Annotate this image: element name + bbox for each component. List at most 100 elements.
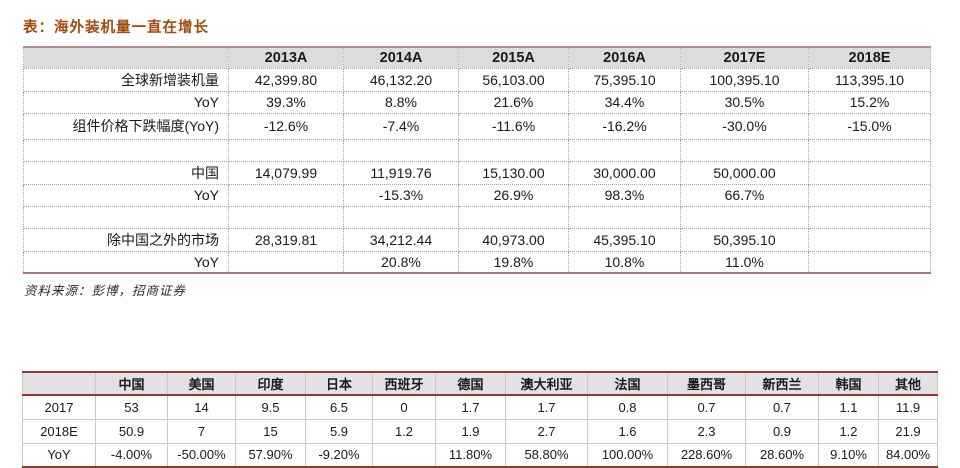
table-cell: 11.0% bbox=[680, 250, 809, 274]
table-cell: -15.3% bbox=[343, 183, 459, 207]
table-cell: -4.00% bbox=[95, 442, 168, 468]
table-cell bbox=[808, 227, 931, 252]
table-cell: 56,103.00 bbox=[458, 67, 569, 92]
table-cell: 11.80% bbox=[435, 442, 506, 468]
table-cell bbox=[808, 160, 931, 185]
row-label: 组件价格下跌幅度(YoY) bbox=[23, 112, 229, 140]
table-cell: -30.0% bbox=[680, 112, 809, 140]
row-label: 全球新增装机量 bbox=[23, 67, 229, 92]
table-cell: 1.9 bbox=[435, 418, 506, 444]
column-header: 2014A bbox=[343, 46, 459, 69]
row-label: 中国 bbox=[23, 160, 229, 185]
table-cell: 28,319.81 bbox=[228, 227, 344, 252]
column-header: 美国 bbox=[167, 371, 236, 396]
table-cell: 46,132.20 bbox=[343, 67, 459, 92]
table-cell: 7 bbox=[167, 418, 236, 444]
table-cell: 8.8% bbox=[343, 90, 459, 114]
table-cell: 15 bbox=[235, 418, 306, 444]
table-cell: 0.7 bbox=[745, 394, 819, 420]
table-cell: -15.0% bbox=[808, 112, 931, 140]
table-cell: 42,399.80 bbox=[228, 67, 344, 92]
table-cell: 6.5 bbox=[305, 394, 373, 420]
table-cell: -9.20% bbox=[305, 442, 373, 468]
table-cell bbox=[808, 250, 931, 274]
table-cell: 57.90% bbox=[235, 442, 306, 468]
table-cell: 84.00% bbox=[878, 442, 938, 468]
table-cell: 39.3% bbox=[228, 90, 344, 114]
table-row bbox=[23, 138, 931, 162]
table-row: 全球新增装机量 42,399.80 46,132.20 56,103.00 75,395… bbox=[23, 67, 931, 92]
column-header: 2017E bbox=[680, 46, 809, 69]
table-cell: 2.3 bbox=[667, 418, 746, 444]
table-cell: -50.00% bbox=[167, 442, 236, 468]
table-cell bbox=[228, 205, 344, 229]
table-cell bbox=[680, 205, 809, 229]
table-cell bbox=[343, 138, 459, 162]
table-cell: 98.3% bbox=[568, 183, 681, 207]
table-cell bbox=[228, 138, 344, 162]
table-cell bbox=[808, 183, 931, 207]
table-cell: 40,973.00 bbox=[458, 227, 569, 252]
table-cell: 0.7 bbox=[667, 394, 746, 420]
table-row bbox=[23, 205, 931, 229]
table-cell bbox=[228, 183, 344, 207]
table-cell: 100.00% bbox=[587, 442, 668, 468]
table-cell: 66.7% bbox=[680, 183, 809, 207]
table-cell: 11,919.76 bbox=[343, 160, 459, 185]
table-cell: 75,395.10 bbox=[568, 67, 681, 92]
table-cell bbox=[343, 205, 459, 229]
table-row: YoY 39.3% 8.8% 21.6% 34.4% 30.5% 15.2% bbox=[23, 90, 931, 114]
column-header: 其他 bbox=[878, 371, 938, 396]
row-label: 除中国之外的市场 bbox=[23, 227, 229, 252]
table-cell: 50,395.10 bbox=[680, 227, 809, 252]
table-cell: 45,395.10 bbox=[568, 227, 681, 252]
table-cell bbox=[808, 205, 931, 229]
row-label bbox=[23, 205, 229, 229]
table-row: YoY 20.8% 19.8% 10.8% 11.0% bbox=[23, 250, 931, 274]
overseas-installations-table: 2013A 2014A 2015A 2016A 2017E 2018E 全球新增装机量 42,… bbox=[23, 46, 931, 274]
table-cell: 14 bbox=[167, 394, 236, 420]
table-row: 2018E 50.9 7 15 5.9 1.2 1.9 2.7 1.6 2.3 0.9 1.2 21.9 bbox=[22, 418, 938, 444]
table-row: 组件价格下跌幅度(YoY) -12.6% -7.4% -11.6% -16.2% -30.… bbox=[23, 112, 931, 140]
table-row: YoY -4.00% -50.00% 57.90% -9.20% 11.80% 58.80%… bbox=[22, 442, 938, 468]
table-cell: -11.6% bbox=[458, 112, 569, 140]
column-header: 2016A bbox=[568, 46, 681, 69]
header-row: 中国 美国 印度 日本 西班牙 德国 澳大利亚 法国 墨西哥 新西兰 韩国 其他 bbox=[22, 371, 938, 396]
column-header: 德国 bbox=[435, 371, 506, 396]
row-label bbox=[23, 138, 229, 162]
column-header: 2018E bbox=[808, 46, 931, 69]
table-cell: 50.9 bbox=[95, 418, 168, 444]
table-cell bbox=[228, 250, 344, 274]
table-cell bbox=[680, 138, 809, 162]
row-label: 2017 bbox=[22, 394, 96, 420]
table-row: 2017 53 14 9.5 6.5 0 1.7 1.7 0.8 0.7 0.7 1.1 11.9 bbox=[22, 394, 938, 420]
table-cell: 53 bbox=[95, 394, 168, 420]
country-table-wrapper: 中国 美国 印度 日本 西班牙 德国 澳大利亚 法国 墨西哥 新西兰 韩国 其他 2017 53 14 9.5… bbox=[22, 371, 960, 468]
table-cell: 0 bbox=[372, 394, 436, 420]
country-installations-table: 中国 美国 印度 日本 西班牙 德国 澳大利亚 法国 墨西哥 新西兰 韩国 其他 2017 53 14 9.5… bbox=[22, 371, 938, 468]
table-cell: -7.4% bbox=[343, 112, 459, 140]
table-cell: 0.8 bbox=[587, 394, 668, 420]
table-cell: 30,000.00 bbox=[568, 160, 681, 185]
table-cell bbox=[458, 205, 569, 229]
table-cell bbox=[808, 138, 931, 162]
table-cell: 50,000.00 bbox=[680, 160, 809, 185]
table-title: 表：海外装机量一直在增长 bbox=[23, 20, 209, 36]
table-cell: 1.2 bbox=[372, 418, 436, 444]
table-cell: 228.60% bbox=[667, 442, 746, 468]
table-cell: 30.5% bbox=[680, 90, 809, 114]
row-label: YoY bbox=[23, 90, 229, 114]
source-note: 资料来源：彭博，招商证券 bbox=[24, 284, 187, 298]
header-row: 2013A 2014A 2015A 2016A 2017E 2018E bbox=[23, 46, 931, 69]
column-header: 墨西哥 bbox=[667, 371, 746, 396]
table-cell: 1.1 bbox=[818, 394, 879, 420]
table-cell: 100,395.10 bbox=[680, 67, 809, 92]
table-cell bbox=[568, 205, 681, 229]
table-cell bbox=[458, 138, 569, 162]
row-label: YoY bbox=[23, 183, 229, 207]
table-cell: 5.9 bbox=[305, 418, 373, 444]
table-cell: 10.8% bbox=[568, 250, 681, 274]
table-cell: 19.8% bbox=[458, 250, 569, 274]
table-cell: 21.9 bbox=[878, 418, 938, 444]
